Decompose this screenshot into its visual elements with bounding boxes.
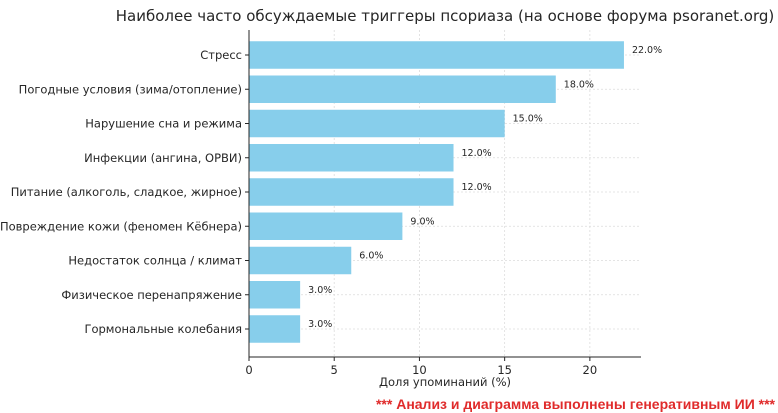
data-label: 22.0% (632, 45, 662, 56)
x-tick-label: 0 (245, 363, 252, 377)
category-label: Гормональные колебания (84, 322, 242, 336)
axes (248, 30, 641, 358)
bar (249, 315, 301, 343)
x-tick-label: 15 (497, 363, 512, 377)
ai-generated-note: *** Анализ и диаграмма выполнены генерат… (376, 396, 776, 412)
bar (249, 41, 624, 69)
data-label: 3.0% (308, 285, 332, 296)
x-tick-label: 10 (412, 363, 427, 377)
bars (249, 41, 624, 343)
data-label: 9.0% (410, 216, 434, 227)
bar (249, 212, 403, 240)
category-labels: Стресс Погодные условия (зима/отопление) Н… (0, 48, 249, 336)
category-label: Стресс (200, 48, 242, 62)
category-label: Недостаток солнца / климат (68, 254, 242, 268)
x-tick-labels: 0 5 10 15 20 (245, 357, 597, 377)
chart-title: Наиболее часто обсуждаемые триггеры псор… (116, 7, 774, 25)
bar (249, 246, 352, 275)
category-label: Нарушение сна и режима (85, 117, 242, 131)
bar (249, 109, 505, 138)
bar (249, 281, 301, 309)
bar (249, 144, 454, 172)
data-label: 12.0% (462, 182, 492, 193)
bar (249, 178, 454, 206)
bar (249, 75, 556, 103)
data-label: 18.0% (564, 79, 594, 90)
category-label: Питание (алкоголь, сладкое, жирное) (11, 185, 242, 199)
category-label: Погодные условия (зима/отопление) (19, 82, 242, 96)
data-label: 12.0% (462, 148, 492, 159)
x-tick-label: 20 (583, 363, 598, 377)
category-label: Повреждение кожи (феномен Кёбнера) (0, 219, 242, 233)
data-label: 6.0% (359, 251, 383, 262)
category-label: Инфекции (ангина, ОРВИ) (84, 151, 242, 165)
data-label: 3.0% (308, 319, 332, 330)
x-tick-label: 5 (331, 363, 338, 377)
category-label: Физическое перенапряжение (61, 288, 242, 302)
data-label: 15.0% (513, 114, 543, 125)
data-labels: 22.0% 18.0% 15.0% 12.0% 12.0% 9.0% 6.0% 3.0% 3.0… (308, 45, 662, 330)
x-axis-label: Доля упоминаний (%) (379, 375, 511, 389)
